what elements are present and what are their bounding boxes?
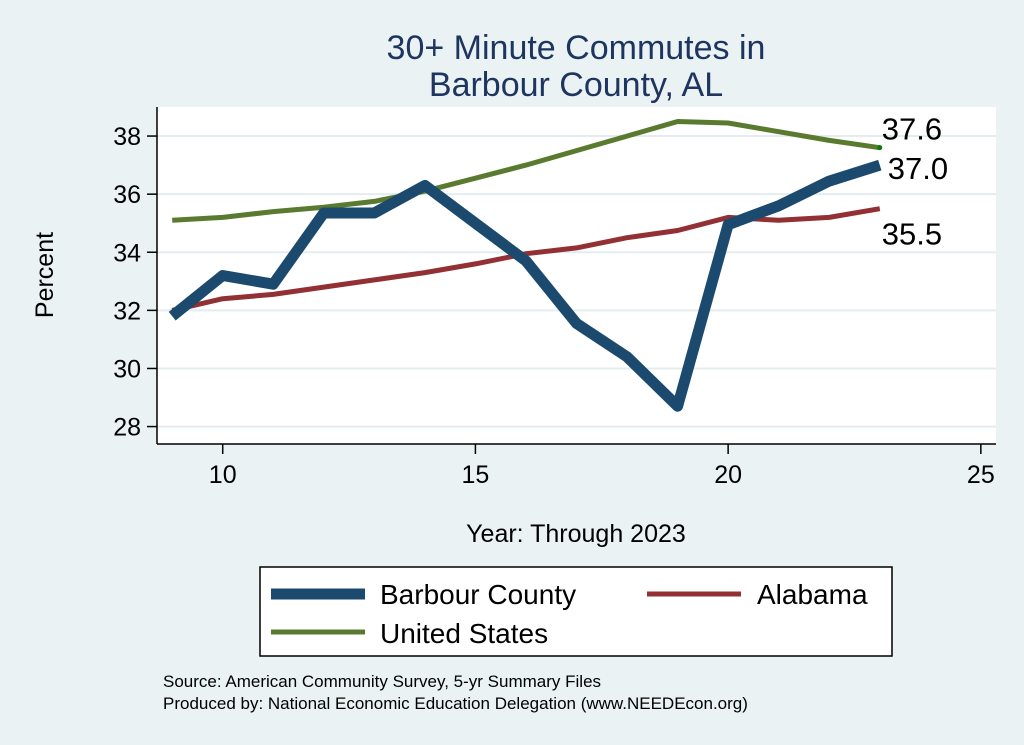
chart-title-line-2: Barbour County, AL bbox=[429, 66, 723, 104]
y-tick-label-30: 30 bbox=[113, 355, 141, 383]
plot-area bbox=[157, 107, 996, 444]
x-axis-label: Year: Through 2023 bbox=[466, 520, 686, 548]
end-labels: 37.6 35.5 37.0 bbox=[877, 112, 948, 252]
y-tick-label-36: 36 bbox=[113, 181, 141, 209]
x-tick-label-20: 20 bbox=[714, 461, 742, 489]
legend-label-alabama: Alabama bbox=[757, 579, 868, 610]
ticks: 28 30 32 34 36 38 10 15 20 25 bbox=[113, 123, 995, 489]
y-axis-label: Percent bbox=[31, 232, 59, 318]
legend-label-united-states: United States bbox=[380, 618, 548, 649]
series-line-united-states bbox=[172, 119, 881, 223]
chart-title-line-1: 30+ Minute Commutes in bbox=[387, 29, 766, 67]
series-line-barbour-county bbox=[168, 159, 882, 412]
source-note: Source: American Community Survey, 5-yr … bbox=[163, 672, 601, 691]
y-tick-label-34: 34 bbox=[113, 239, 141, 267]
producer-note: Produced by: National Economic Education… bbox=[163, 694, 748, 713]
x-tick-label-25: 25 bbox=[967, 461, 995, 489]
series-line-alabama bbox=[171, 206, 881, 313]
end-marker-united-states bbox=[877, 145, 883, 151]
y-tick-label-32: 32 bbox=[113, 297, 141, 325]
y-tick-label-28: 28 bbox=[113, 414, 141, 442]
legend-label-barbour-county: Barbour County bbox=[380, 579, 576, 610]
end-label-united-states: 37.6 bbox=[882, 112, 942, 147]
legend-box bbox=[259, 566, 893, 657]
end-label-barbour-county: 37.0 bbox=[888, 151, 948, 186]
y-tick-label-38: 38 bbox=[113, 123, 141, 151]
x-tick-label-10: 10 bbox=[209, 461, 237, 489]
x-tick-label-15: 15 bbox=[462, 461, 490, 489]
series-lines bbox=[168, 119, 882, 412]
axes bbox=[156, 107, 996, 445]
end-label-alabama: 35.5 bbox=[882, 217, 942, 252]
legend: Barbour County Alabama United States bbox=[259, 566, 893, 657]
